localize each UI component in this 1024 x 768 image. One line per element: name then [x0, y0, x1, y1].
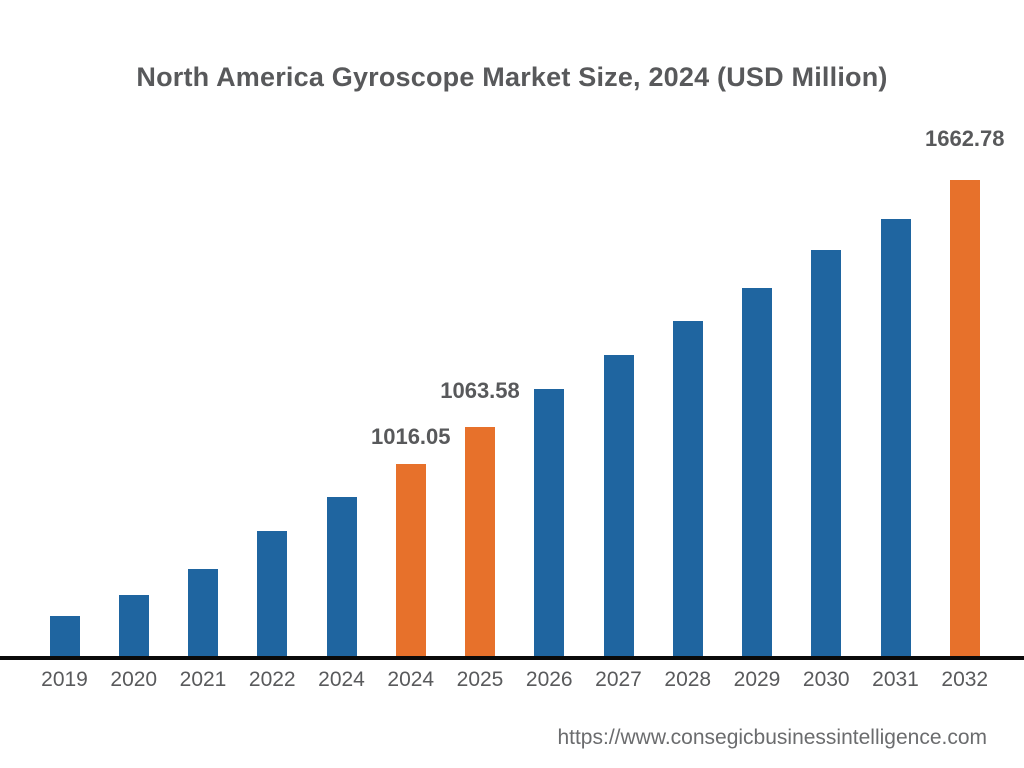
x-tick-9-2028: 2028 [664, 668, 712, 691]
x-tick-0-2019: 2019 [41, 668, 88, 691]
bar-12-2031 [880, 219, 911, 656]
bar-11-2030 [811, 250, 842, 656]
bar-2-2021 [188, 569, 218, 656]
x-axis-line [0, 656, 1024, 660]
footer-source-url[interactable]: https://www.consegicbusinessintelligence… [557, 726, 987, 749]
bar-10-2029 [742, 288, 772, 656]
bar-7-2026 [534, 389, 565, 656]
bar-6-2025 [465, 427, 495, 656]
bar-8-2027 [603, 355, 634, 656]
x-tick-8-2027: 2027 [595, 668, 642, 691]
x-tick-7-2026: 2026 [525, 668, 573, 691]
x-tick-10-2029: 2029 [733, 668, 781, 691]
x-tick-2-2021: 2021 [179, 668, 227, 691]
bar-0-2019 [49, 616, 80, 656]
x-tick-5-2024: 2024 [387, 668, 435, 691]
bar-3-2022 [257, 531, 288, 656]
value-label-2025: 1063.58 [440, 378, 520, 403]
bar-13-2032 [949, 180, 980, 656]
value-label-2032: 1662.78 [924, 126, 1005, 151]
x-tick-11-2030: 2030 [802, 668, 850, 691]
x-tick-1-2020: 2020 [110, 668, 158, 691]
bar-9-2028 [672, 321, 703, 656]
x-tick-4-2024: 2024 [318, 668, 365, 691]
value-label-2024: 1016.05 [370, 424, 451, 449]
bar-1-2020 [118, 595, 149, 656]
plot-area [49, 180, 980, 656]
x-tick-6-2025: 2025 [456, 668, 504, 691]
bar-5-2024 [395, 464, 426, 656]
chart-title: North America Gyroscope Market Size, 202… [136, 62, 888, 92]
x-axis-labels: 2019 2020 2021 2022 2024 2024 2025 2026 2027 2028… [0, 668, 1024, 698]
x-tick-12-2031: 2031 [872, 668, 919, 691]
x-tick-3-2022: 2022 [248, 668, 296, 691]
x-tick-13-2032: 2032 [941, 668, 989, 691]
bar-4-2024 [326, 497, 357, 656]
